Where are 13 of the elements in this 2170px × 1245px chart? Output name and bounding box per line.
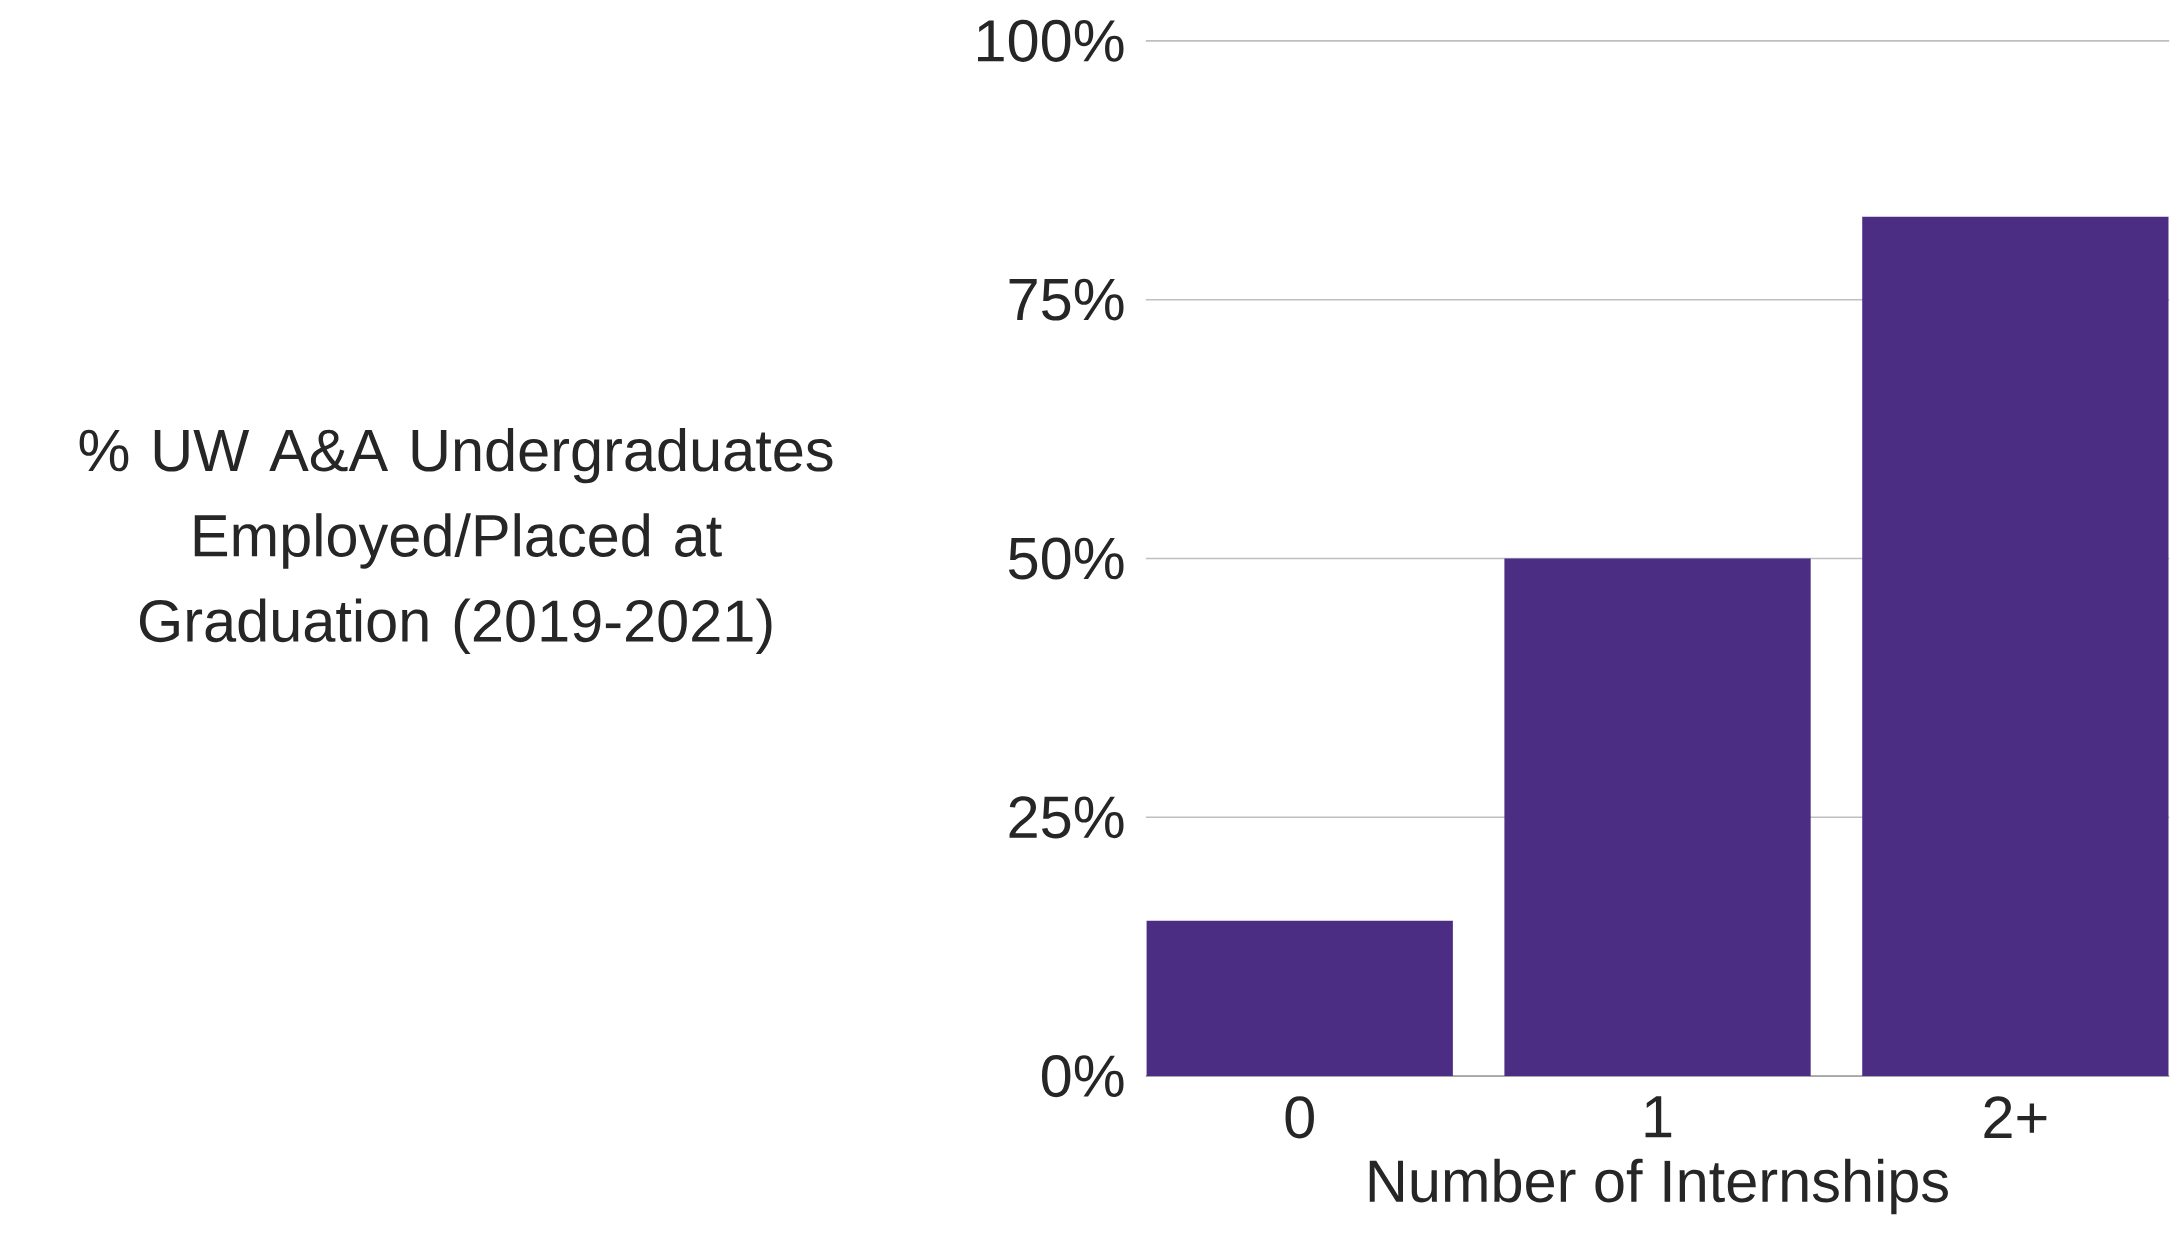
y-tick-label: 0% [1041, 1055, 1124, 1098]
bar [1862, 217, 2169, 1077]
x-axis-title: Number of Internships [1369, 1158, 1948, 1215]
y-tick-label: 50% [1008, 537, 1124, 580]
bar [1146, 920, 1453, 1077]
x-tick-label: 0 [1285, 1096, 1314, 1139]
x-tick-label: 1 [1645, 1096, 1672, 1138]
y-tick-label: 100% [978, 19, 1124, 63]
y-tick-label: 25% [1009, 796, 1124, 839]
x-tick-label: 2+ [1984, 1096, 2047, 1139]
y-tick-label: 75% [1009, 278, 1124, 321]
bar [1504, 558, 1811, 1077]
y-axis-title: % UW A&A Undergraduates Employed/Placed at Graduation (2019-2021) [79, 428, 833, 655]
